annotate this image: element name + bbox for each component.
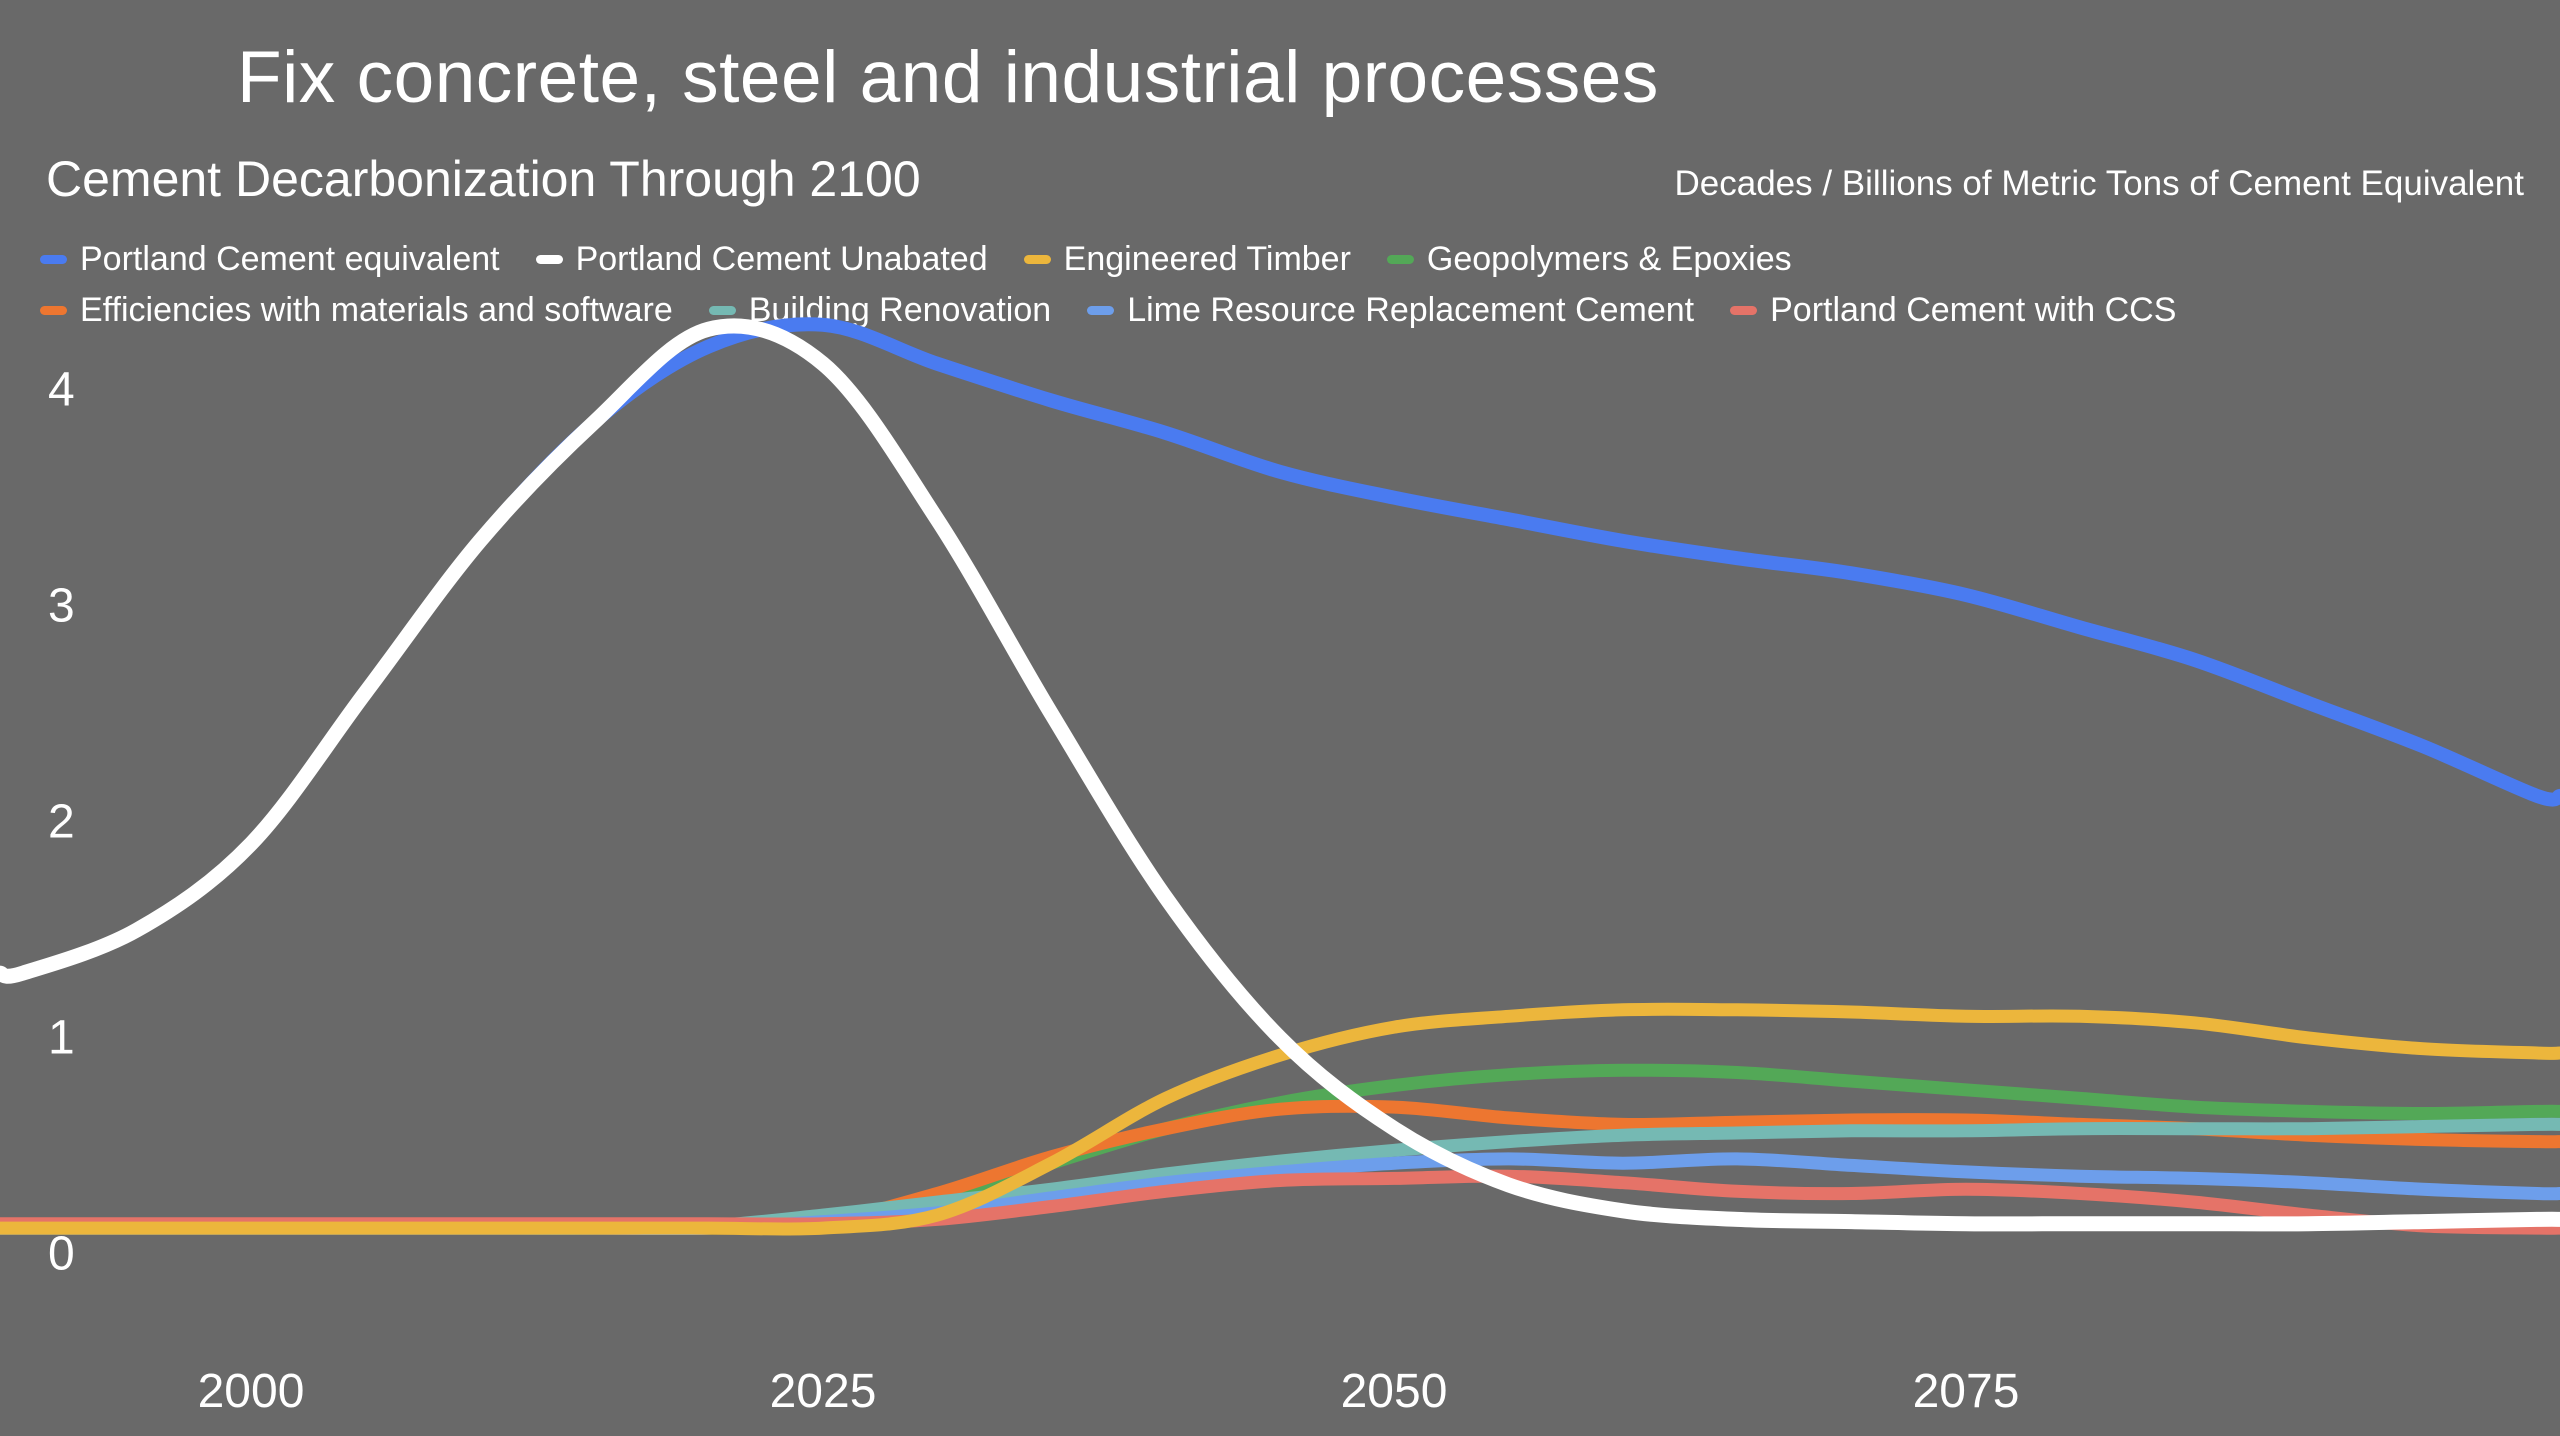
page-title: Fix concrete, steel and industrial proce… (237, 37, 1659, 118)
series-line-2 (0, 1002, 2560, 1236)
legend-swatch (1023, 255, 1051, 264)
legend-swatch (1730, 306, 1758, 315)
legend-swatch (1386, 255, 1414, 264)
legend-swatch (1087, 306, 1115, 315)
legend-item-portland-cement-with-ccs: Portland Cement with CCS (1730, 291, 2176, 330)
legend-item-geopolymers-epoxies: Geopolymers & Epoxies (1386, 240, 1792, 279)
legend-swatch (40, 306, 67, 315)
legend-label: Portland Cement with CCS (1770, 291, 2177, 329)
legend-label: Engineered Timber (1063, 240, 1351, 278)
legend-item-engineered-timber: Engineered Timber (1023, 240, 1351, 279)
legend-swatch (40, 255, 67, 264)
series-line-1 (0, 318, 2560, 1232)
legend-item-portland-cement-unabated: Portland Cement Unabated (535, 240, 988, 279)
chart-title: Cement Decarbonization Through 2100 (46, 151, 921, 207)
legend-item-efficiencies-materials-software: Efficiencies with materials and software (40, 291, 673, 330)
legend-row-2: Efficiencies with materials and software… (40, 291, 2176, 330)
legend-label: Lime Resource Replacement Cement (1127, 291, 1695, 329)
legend-label: Efficiencies with materials and software (80, 291, 673, 329)
series-line-0 (0, 317, 2560, 984)
legend-swatch (535, 255, 563, 264)
axis-units-label: Decades / Billions of Metric Tons of Cem… (1674, 164, 2525, 203)
legend-item-lime-resource-replacement-cement: Lime Resource Replacement Cement (1087, 291, 1694, 330)
legend-label: Geopolymers & Epoxies (1426, 240, 1792, 278)
chart-legend: Portland Cement equivalent Portland Ceme… (40, 240, 2176, 330)
legend-label: Portland Cement equivalent (80, 240, 500, 278)
legend-label: Portland Cement Unabated (575, 240, 988, 278)
legend-swatch (708, 306, 736, 315)
legend-row-1: Portland Cement equivalent Portland Ceme… (40, 240, 2176, 279)
legend-item-portland-cement-equivalent: Portland Cement equivalent (40, 240, 500, 279)
